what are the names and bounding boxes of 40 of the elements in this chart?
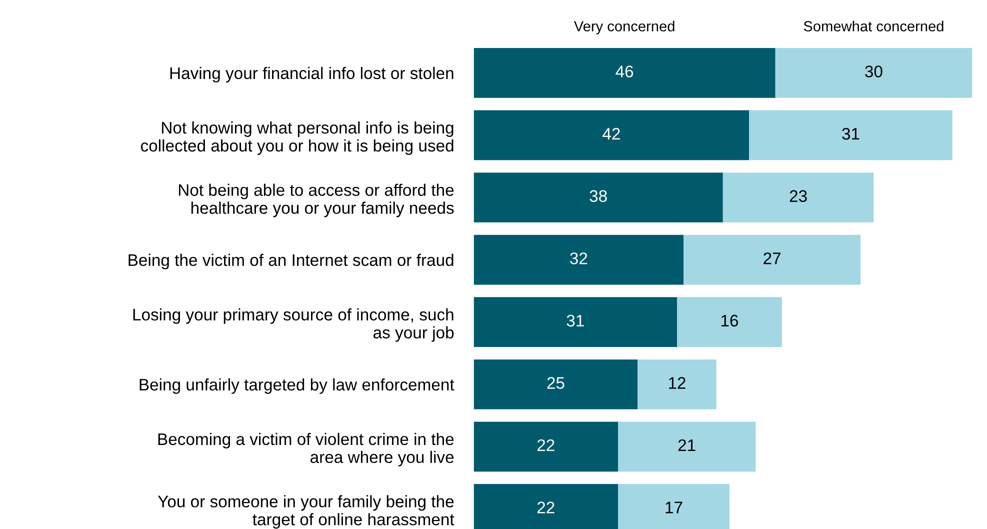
data-label: 31: [566, 314, 584, 327]
data-label: 27: [764, 252, 781, 264]
y-tick-label: Having your financial info lost or stolen: [170, 66, 454, 82]
y-tick-label: Not being able to access or afford the healthcare you or your family needs: [178, 184, 454, 218]
series-label: Somewhat concerned: [804, 20, 944, 32]
bar: [618, 422, 756, 472]
y-tick-label: You or someone in your family being the target of online harassment: [158, 495, 454, 529]
y-tick-label: Not knowing what personal info is being collected about you or how it is being used: [140, 121, 454, 155]
bar: [638, 359, 716, 410]
y-tick-label: Being unfairly targeted by law enforcement: [140, 378, 454, 394]
bar: [474, 234, 684, 285]
data-label: 30: [865, 66, 882, 78]
y-tick-label: Becoming a victim of violent crime in the area where you live: [158, 432, 454, 466]
data-label: 22: [537, 502, 554, 514]
bar: [474, 359, 638, 410]
data-label: 22: [537, 439, 554, 451]
bar: [684, 234, 861, 285]
bar: [749, 110, 952, 160]
data-label: 25: [547, 377, 564, 389]
data-label: 17: [666, 502, 682, 514]
data-label: 32: [570, 252, 588, 264]
data-label: 46: [616, 66, 634, 78]
bar: [775, 48, 972, 98]
data-label: 21: [678, 439, 696, 451]
bar: [722, 172, 874, 222]
bar: [677, 297, 782, 348]
data-label: 16: [721, 314, 738, 327]
bar: [474, 172, 723, 222]
data-label: 42: [602, 128, 620, 140]
series-label: Very concerned: [574, 20, 674, 34]
bar: [474, 110, 750, 160]
data-label: 38: [590, 190, 607, 202]
y-tick-label: Being the victim of an Internet scam or fraud: [128, 254, 454, 270]
data-label: 31: [842, 128, 860, 140]
y-tick-label: Losing your primary source of income, such as your job: [133, 308, 454, 342]
data-label: 23: [790, 190, 807, 202]
data-label: 12: [669, 377, 686, 389]
bar: [474, 48, 776, 98]
bar: [474, 297, 678, 348]
bar: [474, 422, 618, 472]
